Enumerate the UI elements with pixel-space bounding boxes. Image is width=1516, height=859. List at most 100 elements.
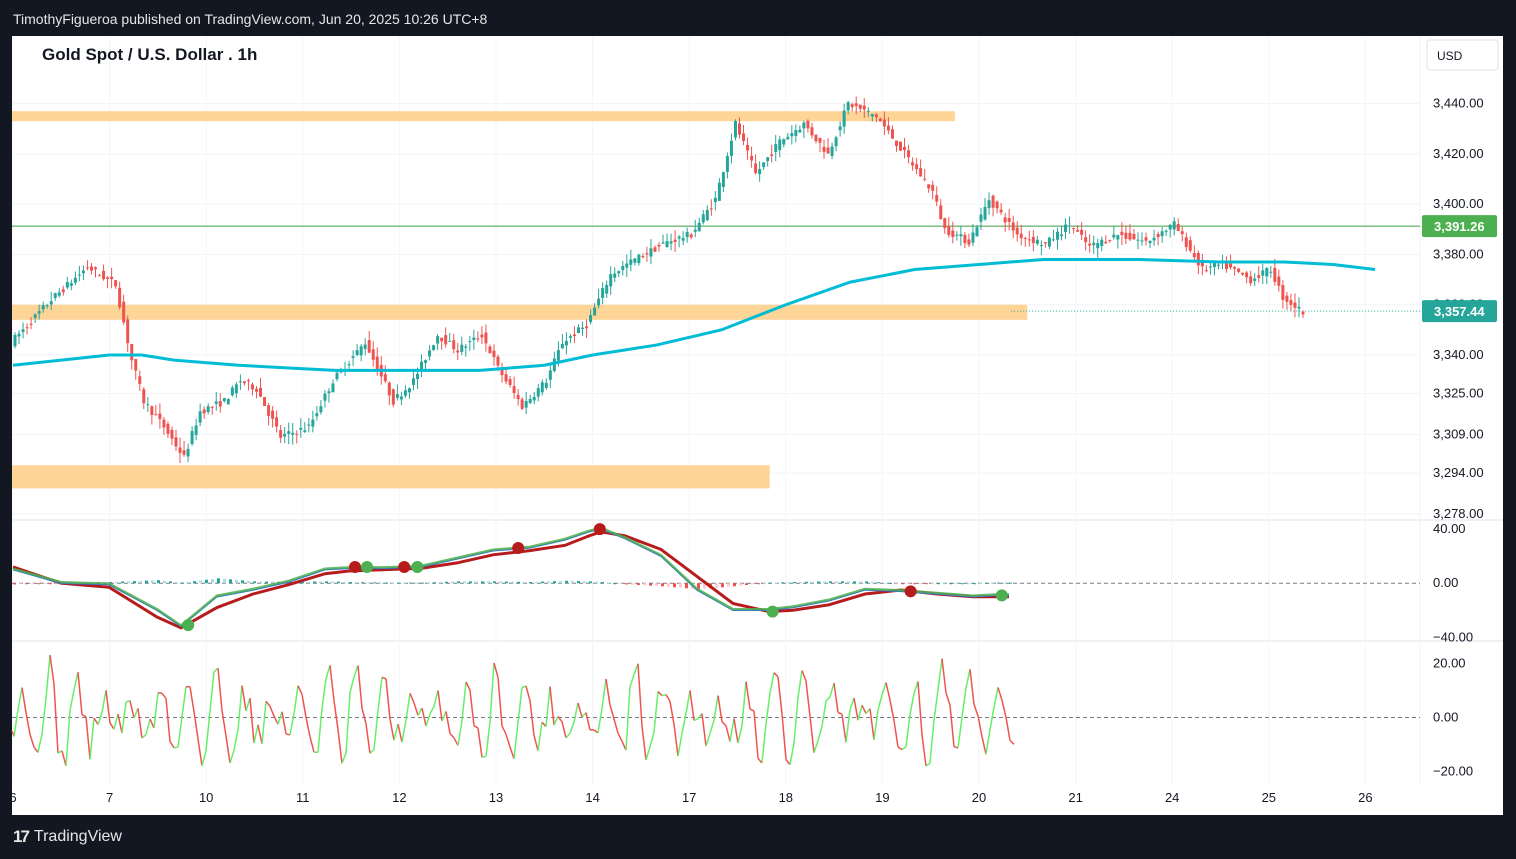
macd-histogram-bar — [331, 581, 334, 584]
candle-body — [754, 163, 758, 173]
candle-body — [995, 201, 999, 209]
macd-histogram-bar — [601, 581, 604, 584]
candle-body — [182, 450, 186, 455]
macd-histogram-bar — [163, 580, 166, 584]
oscillator-segment — [341, 752, 347, 764]
currency-label: USD — [1437, 49, 1463, 63]
price-level-line — [12, 225, 1420, 312]
candle-body — [403, 390, 407, 396]
candle-body — [979, 214, 983, 222]
candle-body — [138, 376, 142, 384]
tradingview-brand[interactable]: 17 TradingView — [13, 827, 122, 847]
macd-histogram-bar — [241, 580, 244, 584]
oscillator-segment — [109, 722, 115, 730]
oscillator-segment — [421, 708, 427, 727]
currency-button[interactable]: USD — [1426, 39, 1499, 71]
candle-body — [1096, 243, 1100, 249]
candle-body — [959, 234, 963, 237]
oscillator-segment — [105, 690, 111, 723]
candle-body — [1301, 311, 1305, 315]
candle-body — [673, 239, 677, 242]
macd-histogram-bar — [121, 581, 124, 584]
price-tick-label: 3,400.00 — [1433, 196, 1484, 211]
macd-histogram-bar — [763, 583, 766, 585]
candle-body — [907, 150, 911, 158]
oscillator-segment — [861, 705, 867, 714]
macd-histogram-bar — [223, 578, 226, 584]
macd-histogram-bar — [541, 581, 544, 584]
candle-body — [846, 102, 850, 111]
macd-histogram-bar — [769, 582, 772, 584]
oscillator-segment — [241, 685, 247, 712]
macd-histogram-bar — [649, 583, 652, 586]
candle-body — [432, 345, 436, 351]
candle-body — [577, 327, 580, 334]
macd-histogram-bar — [949, 583, 952, 585]
candle-body — [1225, 262, 1229, 269]
macd-histogram-bar — [919, 583, 922, 585]
macd-histogram-bar — [493, 581, 496, 584]
macd-histogram-bar — [823, 581, 826, 584]
oscillator-segment — [189, 686, 195, 712]
oscillator-segment — [1009, 739, 1015, 745]
candle-body — [61, 289, 65, 293]
oscillator-segment — [717, 695, 723, 722]
oscillator-segment — [701, 713, 707, 747]
oscillator-segment — [809, 716, 815, 753]
macd-histogram-bar — [583, 581, 586, 584]
candle-body — [697, 222, 701, 232]
macd-bear-cross-marker — [593, 523, 606, 536]
candle-body — [1237, 268, 1241, 272]
candle-body — [130, 344, 134, 361]
oscillator-segment — [929, 719, 935, 764]
macd-histogram-bar — [19, 583, 22, 585]
oscillator-segment — [393, 723, 399, 741]
oscillator-segment — [197, 738, 203, 766]
candle-body — [568, 336, 572, 338]
candle-body — [911, 162, 915, 166]
candle-body — [279, 430, 283, 438]
oscillator-segment — [993, 687, 999, 708]
macd-histogram-bar — [607, 582, 610, 584]
candle-body — [1072, 228, 1076, 230]
macd-histogram-bar — [247, 580, 250, 584]
oscillator-segment — [133, 708, 139, 719]
candle-body — [890, 129, 894, 139]
macd-histogram-bar — [757, 583, 760, 585]
oscillator-segment — [545, 686, 551, 727]
candle-body — [363, 344, 367, 350]
candle-body — [162, 419, 166, 428]
chart-frame[interactable] — [12, 36, 1503, 815]
oscillator-segment — [217, 668, 223, 711]
candle-body — [858, 104, 862, 109]
candle-body — [725, 156, 729, 172]
oscillator-segment — [137, 708, 143, 739]
oscillator-segment — [357, 665, 363, 709]
candle-body — [544, 382, 548, 388]
candle-body — [1208, 266, 1212, 268]
candle-body — [621, 266, 625, 271]
oscillator-segment — [345, 692, 351, 754]
candle-body — [649, 248, 653, 257]
oscillator-segment — [961, 687, 967, 718]
candle-body — [1261, 270, 1265, 276]
candle-body — [89, 266, 93, 271]
oscillator-segment — [901, 746, 907, 751]
candle-body — [25, 327, 29, 329]
macd-histogram-bar — [787, 582, 790, 584]
oscillator-segment — [405, 693, 411, 721]
oscillator-segment — [621, 740, 627, 751]
candle-body — [1039, 245, 1043, 247]
candle-body — [37, 311, 41, 314]
macd-histogram-bar — [739, 583, 742, 586]
macd-bull-cross-marker — [766, 605, 779, 618]
candle-body — [822, 147, 826, 152]
candle-body — [1047, 237, 1051, 247]
candle-body — [1241, 272, 1245, 275]
grid-lines — [12, 36, 1503, 785]
oscillator-segment — [893, 720, 899, 748]
macd-histogram-bar — [469, 581, 472, 584]
time-tick-label: 13 — [489, 790, 503, 805]
oscillator-segment — [677, 733, 683, 757]
